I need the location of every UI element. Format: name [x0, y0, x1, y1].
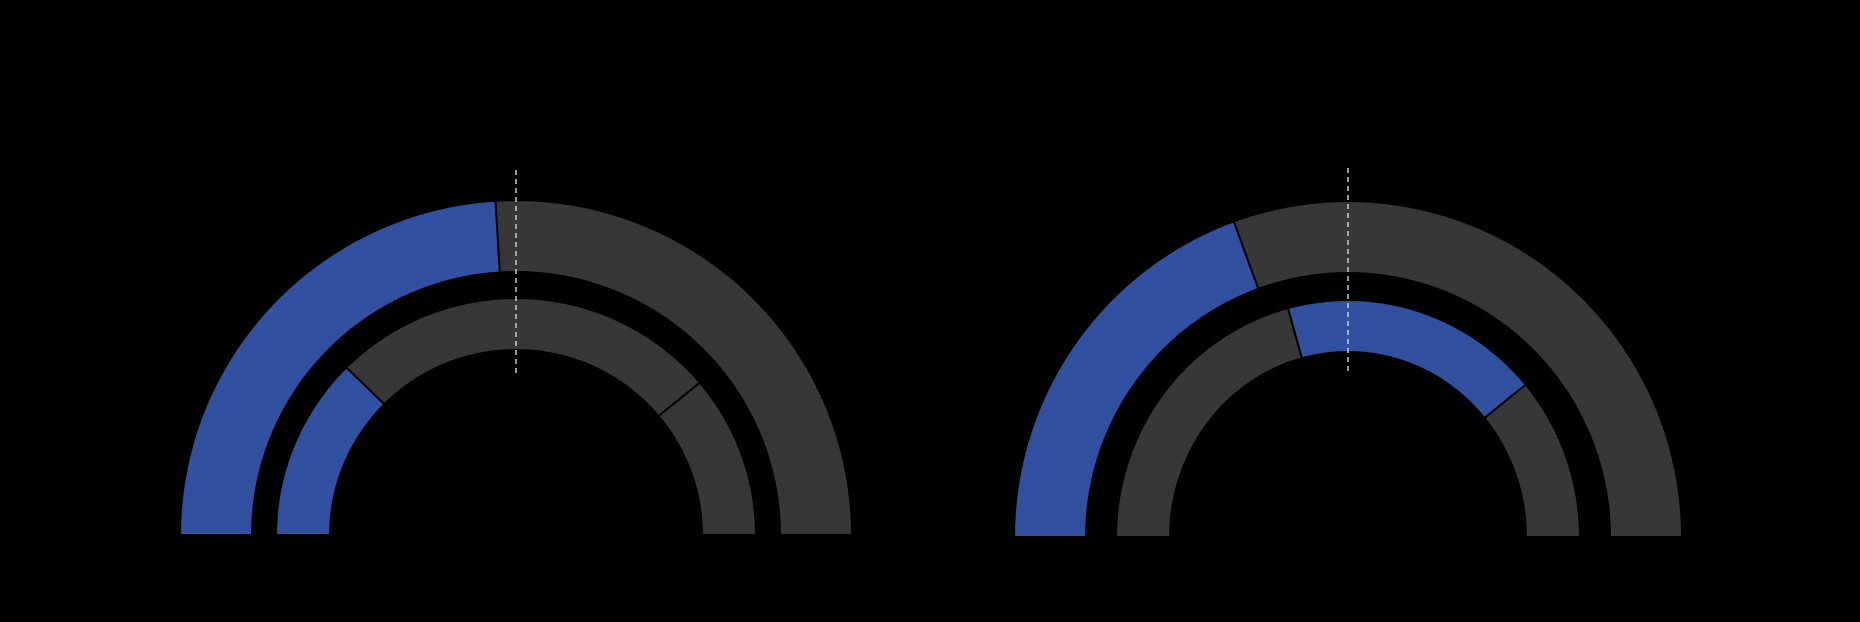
gauge-2-ring-1-segment-2 — [1232, 199, 1684, 538]
gauge-2-ring-2-segment-3 — [1482, 383, 1582, 538]
gauge-left — [178, 170, 854, 536]
gauge-1-ring-2-segment-3 — [657, 381, 758, 536]
gauge-right — [1012, 168, 1684, 538]
gauge-1-ring-1-segment-2 — [494, 199, 854, 536]
